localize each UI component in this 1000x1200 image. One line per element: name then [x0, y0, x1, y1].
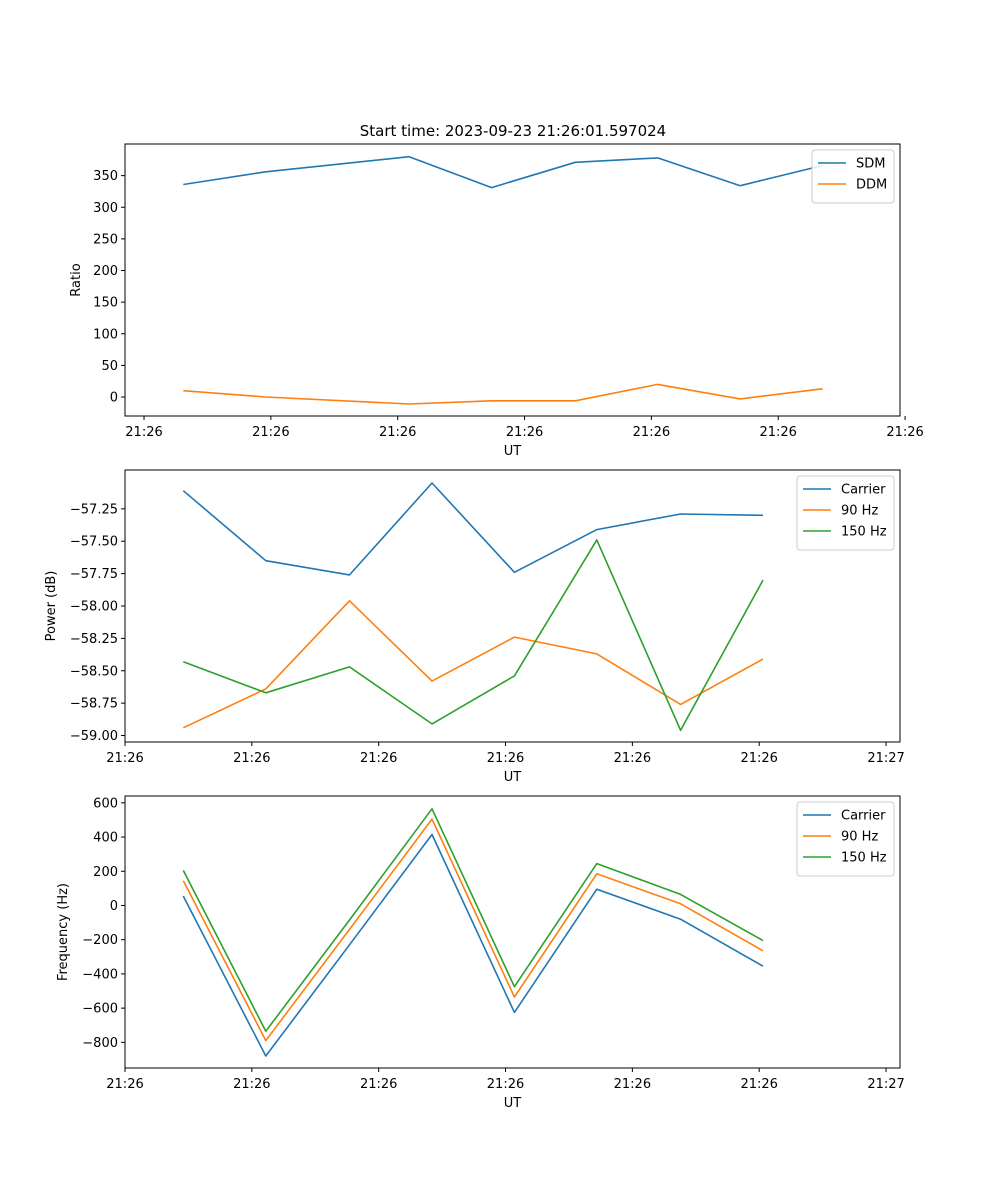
x-axis-label: UT: [504, 444, 522, 459]
y-tick-label: −57.50: [70, 535, 118, 550]
power-panel: 21:26 21:26 21:26 21:26 21:26 21:26 21:27 −59.0…: [44, 469, 905, 785]
series-line-ddm: [183, 383, 823, 405]
legend-label: 90 Hz: [841, 830, 878, 845]
y-tick-label: 0: [110, 899, 118, 914]
legend: Carrier 90 Hz 150 Hz: [796, 475, 895, 551]
x-axis-label: UT: [504, 770, 522, 785]
legend-label: DDM: [856, 178, 887, 193]
x-tick-label: 21:27: [867, 751, 904, 766]
series-line-sdm: [183, 155, 823, 189]
x-tick-label: 21:26: [633, 425, 670, 440]
legend-label: 90 Hz: [841, 504, 878, 519]
x-axis-label: UT: [504, 1096, 522, 1111]
y-tick-label: −400: [82, 967, 118, 982]
legend-label: 150 Hz: [841, 525, 887, 540]
y-tick-label: 400: [93, 831, 118, 846]
x-tick-label: 21:26: [360, 751, 397, 766]
x-tick-label: 21:26: [106, 751, 143, 766]
y-tick-label: 600: [93, 796, 118, 811]
series-line-carrier: [182, 833, 764, 1057]
chart-title: Start time: 2023-09-23 21:26:01.597024: [360, 122, 666, 140]
y-tick-label: −800: [82, 1036, 118, 1051]
x-tick-label: 21:26: [740, 1077, 777, 1092]
legend-label: Carrier: [841, 809, 886, 824]
x-tick-label: 21:26: [740, 751, 777, 766]
y-axis-label: Power (dB): [44, 571, 59, 642]
y-tick-label: 200: [93, 865, 118, 880]
y-tick-label: 350: [93, 169, 118, 184]
x-tick-label: 21:26: [233, 1077, 270, 1092]
x-tick-label: 21:26: [614, 751, 651, 766]
x-tick-label: 21:26: [233, 751, 270, 766]
y-tick-label: −58.75: [70, 697, 118, 712]
series-line-150-hz: [182, 807, 764, 1032]
y-axis-label: Ratio: [69, 263, 84, 296]
y-tick-label: −200: [82, 933, 118, 948]
y-tick-label: −57.75: [70, 567, 118, 582]
x-tick-label: 21:26: [506, 425, 543, 440]
y-tick-label: −58.50: [70, 664, 118, 679]
y-tick-label: −600: [82, 1002, 118, 1017]
plot-frame: [124, 795, 901, 1069]
x-tick-label: 21:26: [759, 425, 796, 440]
plot-frame: [124, 143, 901, 417]
y-tick-label: 200: [93, 264, 118, 279]
y-tick-label: −58.25: [70, 632, 118, 647]
frequency-panel: 21:26 21:26 21:26 21:26 21:26 21:26 21:27 −800 −…: [56, 795, 905, 1111]
x-tick-label: 21:26: [379, 425, 416, 440]
y-tick-label: 100: [93, 327, 118, 342]
y-tick-label: 50: [101, 359, 118, 374]
y-tick-label: −58.00: [70, 600, 118, 615]
y-tick-label: 250: [93, 232, 118, 247]
y-tick-label: 300: [93, 201, 118, 216]
x-tick-label: 21:26: [106, 1077, 143, 1092]
legend-label: 150 Hz: [841, 851, 887, 866]
x-tick-label: 21:26: [614, 1077, 651, 1092]
y-tick-label: −57.25: [70, 502, 118, 517]
y-tick-label: −59.00: [70, 729, 118, 744]
series-line-90-hz: [182, 599, 764, 729]
series-line-carrier: [182, 482, 764, 576]
y-axis-label: Frequency (Hz): [56, 883, 71, 981]
x-tick-label: 21:26: [125, 425, 162, 440]
x-tick-label: 21:26: [487, 751, 524, 766]
legend: Carrier 90 Hz 150 Hz: [796, 801, 895, 877]
y-tick-label: 150: [93, 296, 118, 311]
legend: SDM DDM: [811, 149, 895, 204]
series-line-90-hz: [182, 818, 764, 1042]
x-tick-label: 21:27: [867, 1077, 904, 1092]
x-tick-label: 21:26: [886, 425, 923, 440]
legend-label: Carrier: [841, 483, 886, 498]
ratio-panel: 21:26 21:26 21:26 21:26 21:26 21:26 21:26 0 50 10…: [69, 143, 924, 459]
y-tick-label: 0: [110, 391, 118, 406]
series-line-150-hz: [183, 539, 764, 732]
x-tick-label: 21:26: [360, 1077, 397, 1092]
legend-label: SDM: [856, 157, 885, 172]
x-tick-label: 21:26: [252, 425, 289, 440]
x-tick-label: 21:26: [487, 1077, 524, 1092]
